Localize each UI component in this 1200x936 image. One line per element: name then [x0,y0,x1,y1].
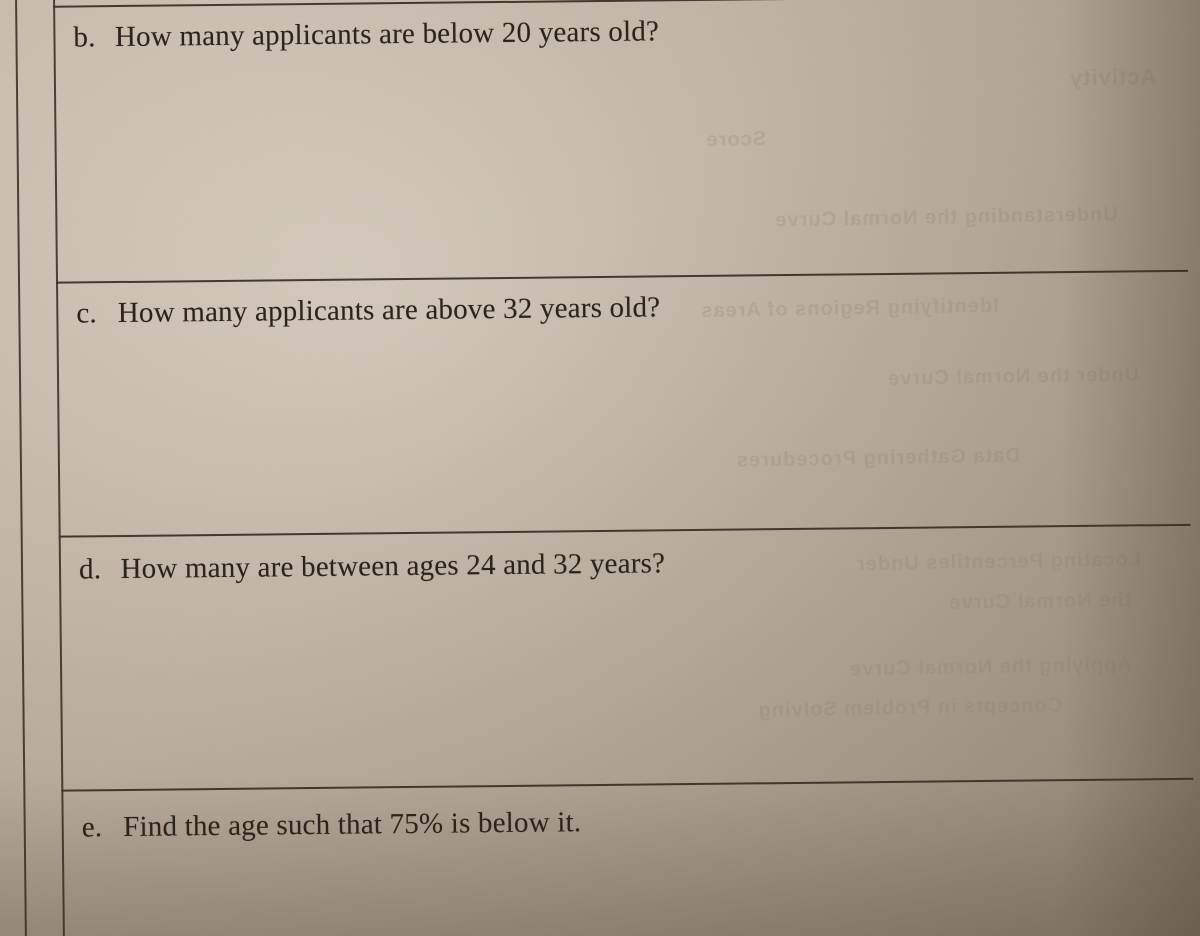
row-divider-top [53,0,1185,8]
margin-rule-outer [15,0,27,936]
question-d-text: How many are between ages 24 and 32 year… [120,547,665,585]
ghost-text: Activity [1068,64,1156,92]
question-c-text: How many applicants are above 32 years o… [118,291,661,329]
ghost-text: the Normal Curve [949,589,1132,615]
question-e: e. Find the age such that 75% is below i… [82,800,1174,844]
question-e-marker: e. [82,811,116,844]
question-c-marker: c. [76,297,110,330]
question-e-text: Find the age such that 75% is below it. [123,806,581,843]
row-divider-de [61,778,1193,792]
question-b-text: How many applicants are below 20 years o… [115,15,659,53]
row-divider-bc [56,270,1188,284]
ghost-text: Under the Normal Curve [887,363,1139,390]
question-b: b. How many applicants are below 20 year… [73,10,1165,54]
ghost-text: Score [706,128,767,152]
row-divider-cd [59,524,1191,538]
margin-rule-inner [53,0,65,936]
question-d: d. How many are between ages 24 and 32 y… [79,542,1171,586]
ghost-text: Understanding the Normal Curve [774,203,1118,232]
ghost-text: Data Gathering Procedures [736,445,1020,473]
question-b-marker: b. [73,21,107,54]
ghost-text: Concepts in Problem Solving [758,694,1063,722]
question-d-marker: d. [79,553,113,586]
ghost-text: Applying the Normal Curve [849,653,1132,681]
worksheet-sheet: b. How many applicants are below 20 year… [0,0,1200,936]
question-c: c. How many applicants are above 32 year… [76,286,1168,330]
